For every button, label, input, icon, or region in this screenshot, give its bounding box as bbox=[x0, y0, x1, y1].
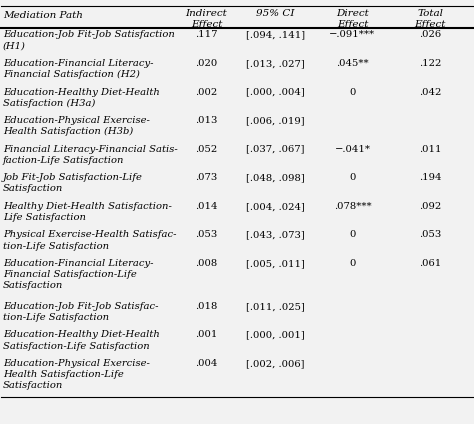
Text: −.091***: −.091*** bbox=[329, 31, 375, 39]
Text: [.037, .067]: [.037, .067] bbox=[246, 145, 305, 154]
Text: .013: .013 bbox=[195, 116, 218, 125]
Text: 0: 0 bbox=[349, 173, 356, 182]
Text: [.011, .025]: [.011, .025] bbox=[246, 302, 305, 311]
Text: .042: .042 bbox=[419, 88, 441, 97]
Text: Education-Financial Literacy-
Financial Satisfaction (H2): Education-Financial Literacy- Financial … bbox=[3, 59, 153, 79]
Text: .053: .053 bbox=[419, 231, 441, 240]
Text: 0: 0 bbox=[349, 88, 356, 97]
Text: Healthy Diet-Health Satisfaction-
Life Satisfaction: Healthy Diet-Health Satisfaction- Life S… bbox=[3, 202, 172, 222]
Text: .052: .052 bbox=[195, 145, 218, 154]
Text: Education-Physical Exercise-
Health Satisfaction-Life
Satisfaction: Education-Physical Exercise- Health Sati… bbox=[3, 359, 150, 390]
Text: Education-Healthy Diet-Health
Satisfaction (H3a): Education-Healthy Diet-Health Satisfacti… bbox=[3, 88, 160, 108]
Text: 0: 0 bbox=[349, 231, 356, 240]
Text: .122: .122 bbox=[419, 59, 441, 68]
Text: [.043, .073]: [.043, .073] bbox=[246, 231, 305, 240]
Text: Education-Healthy Diet-Health
Satisfaction-Life Satisfaction: Education-Healthy Diet-Health Satisfacti… bbox=[3, 330, 160, 351]
Text: .092: .092 bbox=[419, 202, 441, 211]
Text: Job Fit-Job Satisfaction-Life
Satisfaction: Job Fit-Job Satisfaction-Life Satisfacti… bbox=[3, 173, 143, 193]
Text: [.013, .027]: [.013, .027] bbox=[246, 59, 305, 68]
Text: Financial Literacy-Financial Satis-
faction-Life Satisfaction: Financial Literacy-Financial Satis- fact… bbox=[3, 145, 178, 165]
Text: Physical Exercise-Health Satisfac-
tion-Life Satisfaction: Physical Exercise-Health Satisfac- tion-… bbox=[3, 231, 176, 251]
Text: −.041*: −.041* bbox=[335, 145, 371, 154]
Text: .045**: .045** bbox=[336, 59, 369, 68]
Text: [.000, .001]: [.000, .001] bbox=[246, 330, 305, 340]
Text: [.094, .141]: [.094, .141] bbox=[246, 31, 305, 39]
Text: [.005, .011]: [.005, .011] bbox=[246, 259, 305, 268]
Text: .011: .011 bbox=[419, 145, 441, 154]
Text: 0: 0 bbox=[349, 259, 356, 268]
Text: Education-Physical Exercise-
Health Satisfaction (H3b): Education-Physical Exercise- Health Sati… bbox=[3, 116, 150, 137]
Text: [.004, .024]: [.004, .024] bbox=[246, 202, 305, 211]
Text: Education-Financial Literacy-
Financial Satisfaction-Life
Satisfaction: Education-Financial Literacy- Financial … bbox=[3, 259, 153, 290]
Text: .073: .073 bbox=[195, 173, 218, 182]
Text: .020: .020 bbox=[195, 59, 218, 68]
Text: .002: .002 bbox=[195, 88, 218, 97]
Text: .078***: .078*** bbox=[334, 202, 371, 211]
Text: .008: .008 bbox=[195, 259, 218, 268]
Text: [.002, .006]: [.002, .006] bbox=[246, 359, 305, 368]
Text: Education-Job Fit-Job Satisfaction
(H1): Education-Job Fit-Job Satisfaction (H1) bbox=[3, 31, 175, 50]
Text: .004: .004 bbox=[195, 359, 218, 368]
Text: .117: .117 bbox=[195, 31, 218, 39]
Text: Education-Job Fit-Job Satisfac-
tion-Life Satisfaction: Education-Job Fit-Job Satisfac- tion-Lif… bbox=[3, 302, 158, 322]
Text: .001: .001 bbox=[195, 330, 218, 340]
Text: [.048, .098]: [.048, .098] bbox=[246, 173, 305, 182]
Text: [.000, .004]: [.000, .004] bbox=[246, 88, 305, 97]
Text: .061: .061 bbox=[419, 259, 441, 268]
Text: Mediation Path: Mediation Path bbox=[3, 11, 82, 20]
Text: [.006, .019]: [.006, .019] bbox=[246, 116, 305, 125]
Text: .014: .014 bbox=[195, 202, 218, 211]
Text: .194: .194 bbox=[419, 173, 441, 182]
Text: .053: .053 bbox=[195, 231, 218, 240]
Text: .026: .026 bbox=[419, 31, 441, 39]
Text: 95% CI: 95% CI bbox=[256, 9, 295, 18]
Text: Indirect
Effect: Indirect Effect bbox=[185, 9, 227, 29]
Text: .018: .018 bbox=[195, 302, 218, 311]
Text: Direct
Effect: Direct Effect bbox=[336, 9, 369, 29]
Text: Total
Effect: Total Effect bbox=[415, 9, 446, 29]
